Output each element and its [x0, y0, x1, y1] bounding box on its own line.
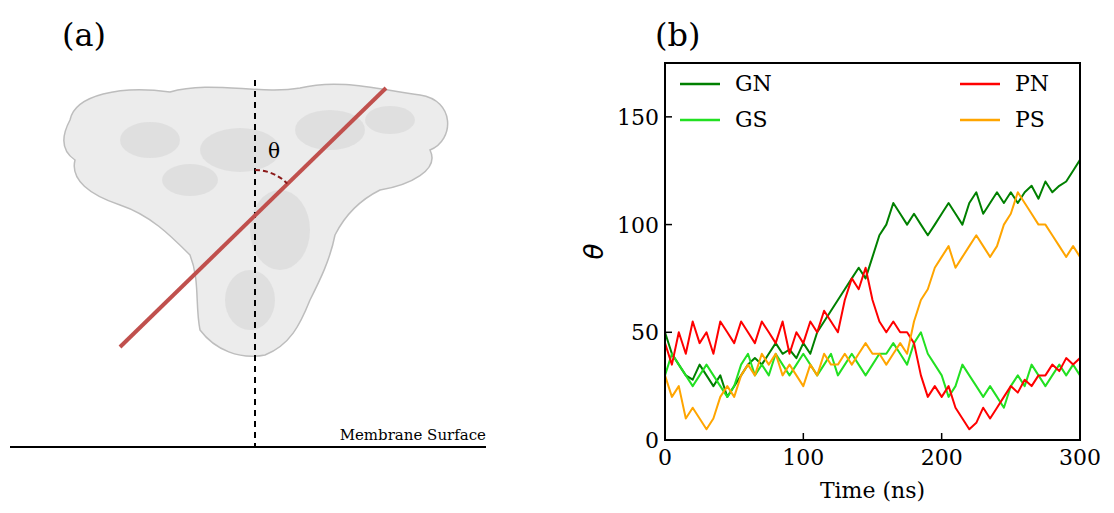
series-line — [665, 332, 1080, 407]
plot-frame — [665, 63, 1080, 440]
y-tick — [665, 116, 672, 118]
x-tick — [803, 433, 805, 440]
protein-texture — [250, 190, 310, 270]
legend-label: PN — [1015, 71, 1049, 96]
legend-label: PS — [1015, 107, 1045, 132]
y-tick — [665, 439, 672, 441]
y-tick-label: 50 — [631, 320, 659, 345]
protein-axis — [120, 88, 386, 347]
angle-arc — [255, 170, 287, 184]
legend: GN GS PN PS — [680, 71, 1049, 132]
x-axis-label: Time (ns) — [820, 478, 925, 503]
figure: (a) Membrane Surface θ (b) 0 100 200 300 0 50 100 1… — [0, 0, 1114, 513]
x-tick — [1079, 433, 1081, 440]
normal-line — [254, 80, 256, 447]
x-tick-label: 100 — [782, 445, 824, 470]
y-axis-label: θ — [579, 243, 609, 259]
protein-texture — [365, 106, 415, 134]
membrane-line — [10, 446, 486, 448]
x-tick-label: 300 — [1059, 445, 1101, 470]
angle-label: θ — [268, 139, 280, 163]
legend-label: GN — [735, 71, 772, 96]
series-line — [665, 268, 1080, 430]
legend-swatch — [680, 119, 720, 122]
panel-label: (a) — [62, 16, 106, 54]
legend-label: GS — [735, 107, 768, 132]
protein-texture — [120, 122, 180, 158]
x-tick — [941, 433, 943, 440]
membrane-label: Membrane Surface — [340, 426, 486, 444]
legend-swatch — [680, 83, 720, 86]
series-group — [665, 160, 1080, 429]
y-tick-label: 0 — [645, 428, 659, 453]
x-tick — [664, 433, 666, 440]
protein-texture — [162, 164, 218, 196]
series-line — [665, 192, 1080, 429]
y-tick — [665, 332, 672, 334]
protein-texture — [225, 270, 275, 330]
y-tick-label: 100 — [617, 213, 659, 238]
legend-swatch — [960, 83, 1000, 86]
y-tick — [665, 224, 672, 226]
y-tick-label: 150 — [617, 105, 659, 130]
x-tick-label: 200 — [921, 445, 963, 470]
legend-swatch — [960, 119, 1000, 122]
protein-texture — [200, 128, 280, 172]
x-tick-label: 0 — [658, 445, 672, 470]
panel-label: (b) — [655, 16, 700, 54]
